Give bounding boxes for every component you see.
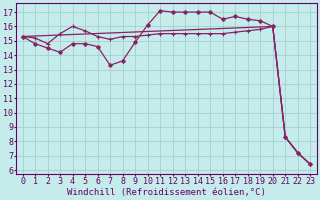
- X-axis label: Windchill (Refroidissement éolien,°C): Windchill (Refroidissement éolien,°C): [67, 188, 266, 197]
